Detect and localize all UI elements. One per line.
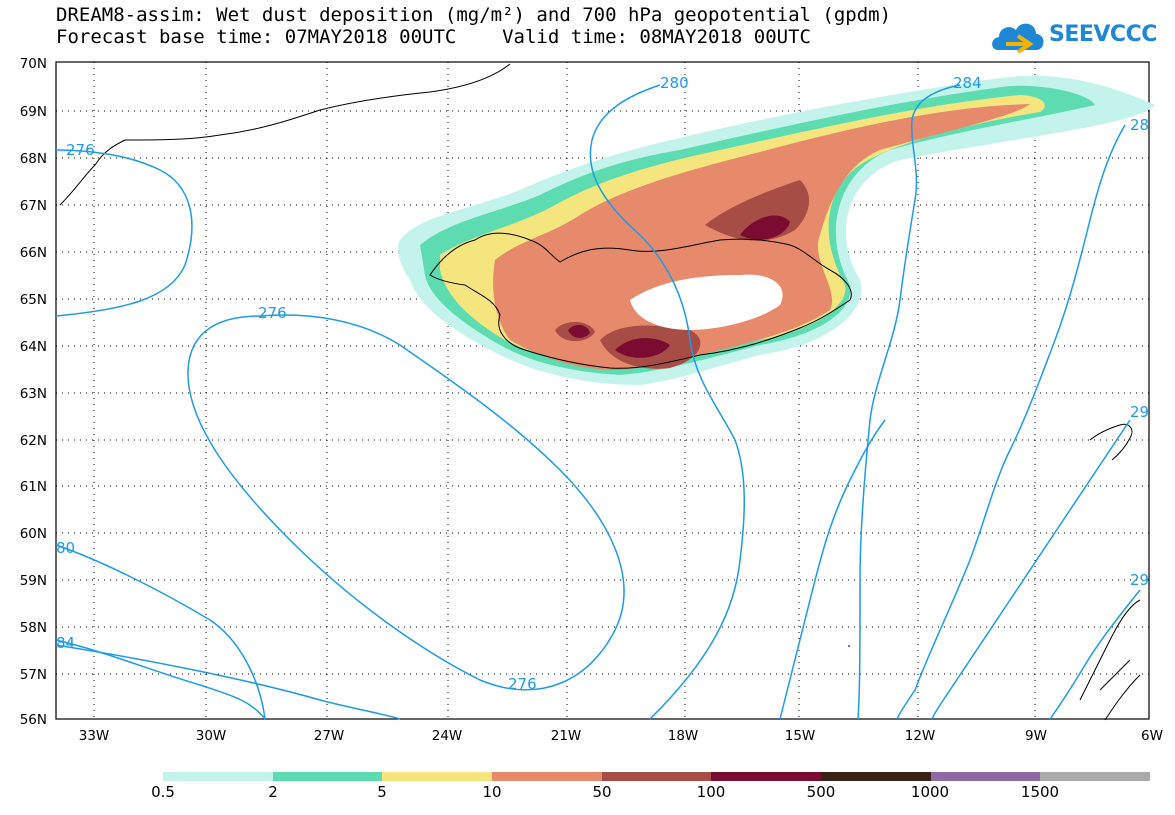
lon-label: 9W	[1025, 728, 1047, 744]
legend-swatch-5	[711, 772, 822, 781]
legend-label: 2	[268, 783, 278, 801]
lat-label: 69N	[20, 104, 47, 120]
legend-swatch-2	[382, 772, 493, 781]
lat-label: 65N	[20, 292, 47, 308]
seevccc-cloud-icon	[992, 23, 1044, 54]
legend-label: 50	[592, 783, 612, 801]
legend-label: 0.5	[151, 783, 175, 801]
contour-label: 28	[1130, 116, 1149, 134]
lon-label: 12W	[905, 728, 936, 744]
lat-label: 66N	[20, 245, 47, 261]
lat-label: 67N	[20, 198, 47, 214]
lon-label: 15W	[785, 728, 816, 744]
lat-label: 57N	[20, 667, 47, 683]
lat-label: 58N	[20, 620, 47, 636]
latitude-labels: 70N 69N 68N 67N 66N 65N 64N 63N 62N 61N …	[20, 56, 47, 728]
lat-label: 60N	[20, 526, 47, 542]
lat-label: 64N	[20, 339, 47, 355]
lat-label: 59N	[20, 573, 47, 589]
lat-label: 68N	[20, 151, 47, 167]
lon-label: 21W	[551, 728, 582, 744]
contour-label: 29	[1130, 403, 1149, 421]
contour-label: 276	[258, 304, 287, 322]
coastlines	[59, 63, 1141, 721]
legend-label: 5	[377, 783, 387, 801]
contour-label: 276	[508, 675, 537, 693]
contour-label: 276	[66, 141, 95, 159]
lon-label: 18W	[668, 728, 699, 744]
legend-label: 10	[482, 783, 502, 801]
lat-label: 56N	[20, 712, 47, 728]
legend-swatch-3	[492, 772, 602, 781]
contour-label: 84	[56, 634, 75, 652]
lat-label: 62N	[20, 433, 47, 449]
legend-swatch-6	[821, 772, 931, 781]
color-legend-bar	[163, 772, 1151, 781]
legend-swatch-8	[1040, 772, 1151, 781]
dust-deposition-field	[398, 75, 1156, 385]
legend-label: 1500	[1020, 783, 1060, 801]
contour-label: 280	[660, 74, 689, 92]
legend-swatch-1	[272, 772, 383, 781]
contour-label: 29	[1130, 571, 1149, 589]
legend-label: 1000	[910, 783, 950, 801]
legend-label: 500	[806, 783, 836, 801]
legend-swatch-7	[930, 772, 1041, 781]
contour-labels: 276 276 276 280 284 28 29 29 80 84	[56, 74, 1149, 693]
map-title: DREAM8-assim: Wet dust deposition (mg/m²…	[56, 4, 892, 26]
lon-label: 6W	[1141, 728, 1163, 744]
lon-label: 33W	[79, 728, 110, 744]
lat-label: 70N	[20, 56, 47, 72]
legend-label: 100	[696, 783, 726, 801]
map-subtitle-times: Forecast base time: 07MAY2018 00UTC Vali…	[56, 26, 811, 48]
lon-label: 24W	[432, 728, 463, 744]
legend-swatch-4	[601, 772, 712, 781]
contour-label: 284	[953, 74, 982, 92]
contour-label: 80	[56, 539, 75, 557]
lat-label: 61N	[20, 479, 47, 495]
geopotential-contours	[55, 84, 1141, 720]
logo-text: SEEVCCC	[1049, 22, 1157, 47]
lat-label: 63N	[20, 386, 47, 402]
lon-label: 27W	[314, 728, 345, 744]
lon-label: 30W	[196, 728, 227, 744]
longitude-labels: 33W 30W 27W 24W 21W 18W 15W 12W 9W 6W	[79, 728, 1163, 744]
legend-swatch-0	[163, 772, 273, 781]
